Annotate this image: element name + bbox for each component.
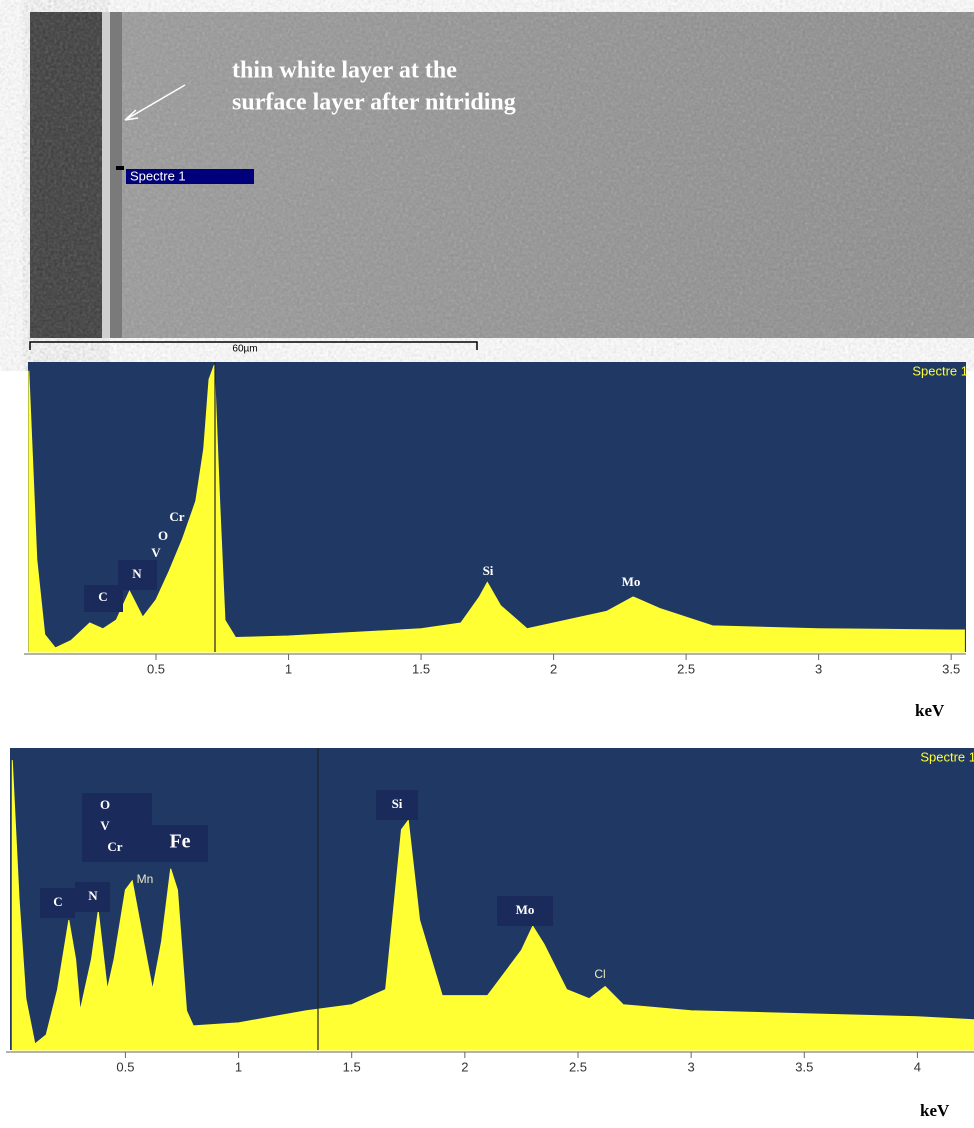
x-axis-label: keV [920, 1101, 950, 1120]
sem-image: thin white layer at the surface layer af… [29, 12, 974, 355]
label-box [82, 793, 152, 862]
peak-label: Mo [622, 574, 641, 589]
x-tick-label: 0.5 [147, 661, 165, 676]
x-tick-label: 1.5 [343, 1059, 361, 1074]
label-box [118, 560, 157, 590]
peak-label: O [100, 797, 110, 812]
peak-label: N [132, 566, 142, 581]
x-tick-label: 4 [914, 1059, 921, 1074]
peak-label: V [100, 818, 110, 833]
x-tick-label: 2.5 [677, 661, 695, 676]
peak-label: C [98, 589, 107, 604]
x-tick-label: 1 [285, 661, 292, 676]
x-tick-label: 1 [235, 1059, 242, 1074]
peak-label: Cl [594, 967, 605, 981]
marker-label: Spectre 1 [130, 168, 186, 183]
spectrum-area [11, 760, 974, 1051]
peak-label: Cr [169, 509, 184, 524]
peak-label: Mn [137, 872, 154, 886]
x-tick-label: 2 [461, 1059, 468, 1074]
x-axis-label: keV [915, 701, 945, 720]
chart-title: Spectre 1 [912, 363, 968, 378]
scale-bar-label: 60µm [232, 344, 257, 355]
annotation: thin white layer at the [232, 58, 457, 84]
x-tick-label: 3 [688, 1059, 695, 1074]
label-box [40, 888, 75, 918]
peak-label: Fe [169, 831, 190, 853]
label-box [152, 825, 208, 862]
spectrum-area [28, 364, 965, 653]
peak-label: V [151, 545, 161, 560]
label-box [75, 882, 110, 912]
x-tick-label: 2 [550, 661, 557, 676]
peak-label: Si [392, 796, 403, 811]
label-box [497, 896, 553, 926]
peak-label: Cr [107, 839, 122, 854]
peak-label: Si [483, 563, 494, 578]
x-tick-label: 3 [815, 661, 822, 676]
peak-label: Mo [516, 902, 535, 917]
x-tick-label: 2.5 [569, 1059, 587, 1074]
annotation: surface layer after nitriding [232, 90, 516, 116]
label-box [84, 585, 123, 612]
x-tick-label: 3.5 [942, 661, 960, 676]
label-box [376, 790, 418, 820]
x-tick-label: 0.5 [116, 1059, 134, 1074]
chart-title: Spectre 1 [920, 749, 974, 764]
peak-label: C [53, 894, 62, 909]
peak-label: N [88, 888, 98, 903]
x-tick-label: 1.5 [412, 661, 430, 676]
x-tick-label: 3.5 [795, 1059, 813, 1074]
peak-label: O [158, 528, 168, 543]
